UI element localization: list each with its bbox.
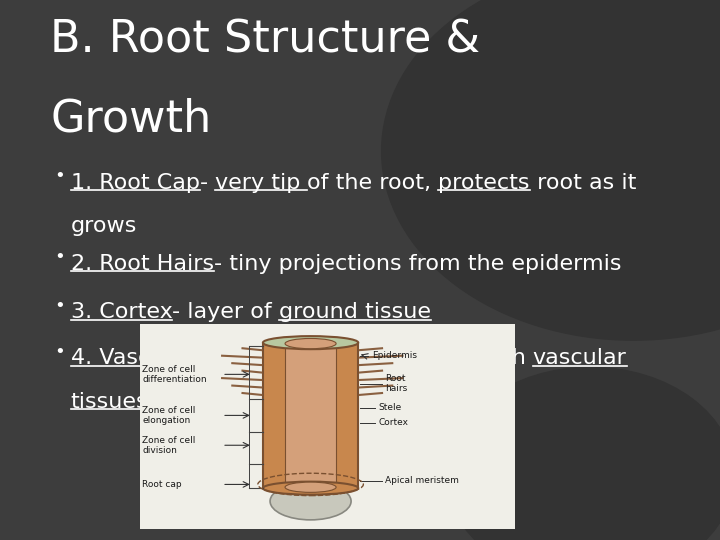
Circle shape <box>382 0 720 340</box>
Text: 4. Vascular cambium: 4. Vascular cambium <box>71 348 304 368</box>
Text: Zone of cell
differentiation: Zone of cell differentiation <box>142 364 207 384</box>
Bar <box>263 343 359 488</box>
Text: •: • <box>54 167 65 185</box>
Circle shape <box>446 367 720 540</box>
Text: of the root,: of the root, <box>307 173 438 193</box>
Text: Cortex: Cortex <box>379 418 409 427</box>
Text: Zone of cell
elongation: Zone of cell elongation <box>142 406 195 425</box>
Text: ground tissue: ground tissue <box>279 302 431 322</box>
Ellipse shape <box>263 482 359 495</box>
Text: - tiny projections from the epidermis: - tiny projections from the epidermis <box>214 254 621 274</box>
Text: Growth: Growth <box>50 97 212 140</box>
Text: root as it: root as it <box>530 173 636 193</box>
Text: •: • <box>54 297 65 315</box>
Ellipse shape <box>270 483 351 520</box>
Text: 1. Root Cap: 1. Root Cap <box>71 173 199 193</box>
Text: protects: protects <box>438 173 530 193</box>
Ellipse shape <box>263 336 359 349</box>
Text: -: - <box>199 173 215 193</box>
Text: Stele: Stele <box>379 403 402 413</box>
Ellipse shape <box>285 482 336 492</box>
Ellipse shape <box>285 339 336 349</box>
Text: grows: grows <box>71 216 137 236</box>
Text: very tip: very tip <box>215 173 307 193</box>
Text: B. Root Structure &: B. Root Structure & <box>50 19 480 62</box>
Text: vascular: vascular <box>533 348 626 368</box>
Text: tissues: tissues <box>71 392 148 411</box>
Text: 3. Cortex: 3. Cortex <box>71 302 172 322</box>
Text: Apical meristem: Apical meristem <box>385 476 459 485</box>
Bar <box>285 345 336 487</box>
Text: Root cap: Root cap <box>142 480 181 489</box>
Text: 2. Root Hairs: 2. Root Hairs <box>71 254 214 274</box>
Text: Epidermis: Epidermis <box>372 351 417 360</box>
Text: - layer of: - layer of <box>172 302 279 322</box>
Text: Zone of cell
division: Zone of cell division <box>142 436 195 455</box>
Text: Root
hairs: Root hairs <box>385 374 408 394</box>
Text: - center of root with: - center of root with <box>304 348 533 368</box>
Text: •: • <box>54 343 65 361</box>
Text: •: • <box>54 248 65 266</box>
